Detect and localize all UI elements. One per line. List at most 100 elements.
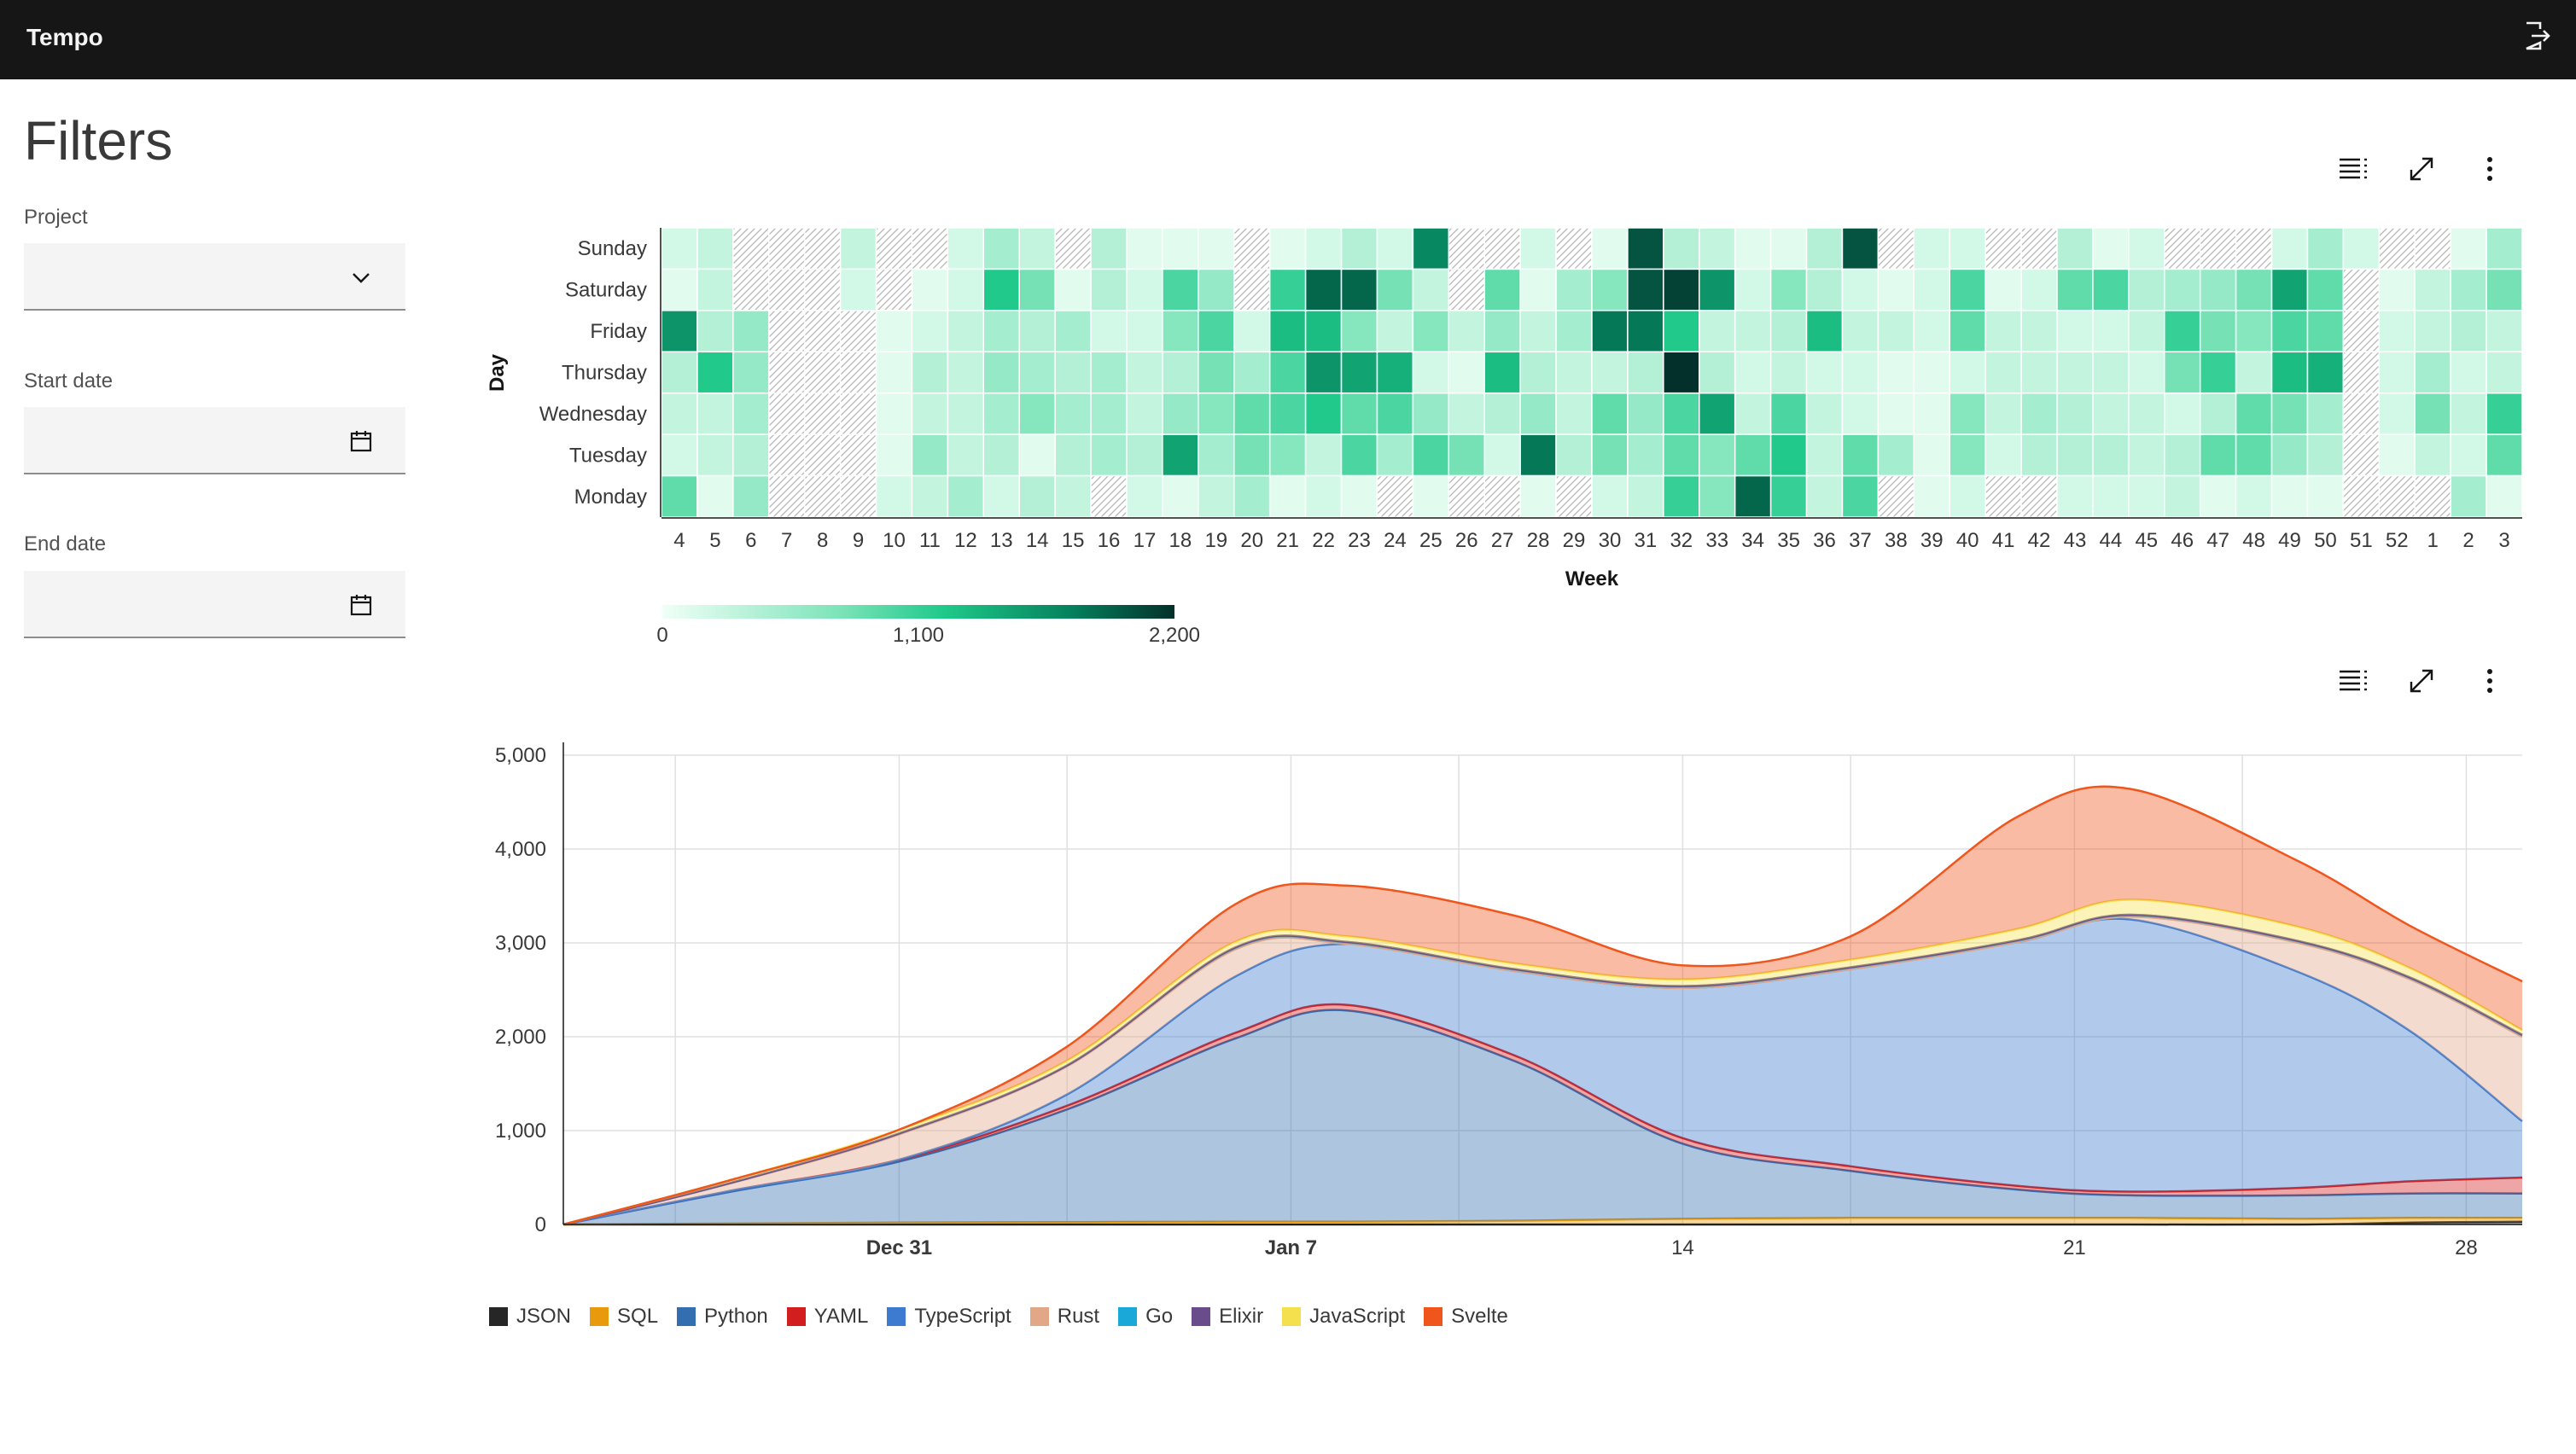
- legend-item[interactable]: Go: [1118, 1305, 1173, 1329]
- header-bar: Tempo: [0, 0, 2576, 79]
- heatmap-x-tick: 28: [1527, 529, 1550, 552]
- heatmap-cell: [1699, 351, 1736, 394]
- legend-swatch: [590, 1307, 609, 1326]
- heatmap-cell: [1663, 268, 1700, 311]
- heatmap-cell: [1448, 351, 1485, 394]
- heatmap-cell: [1376, 310, 1414, 353]
- heatmap-cell: [1018, 433, 1056, 477]
- legend-item[interactable]: Rust: [1029, 1305, 1099, 1329]
- heatmap-x-tick: 42: [2028, 529, 2051, 552]
- heatmap-cell: [2450, 474, 2487, 518]
- heatmap-cell: [1555, 351, 1593, 394]
- legend-item[interactable]: Svelte: [1424, 1305, 1508, 1329]
- legend-item[interactable]: YAML: [786, 1305, 869, 1329]
- heatmap-x-tick: 40: [1956, 529, 1979, 552]
- overflow-menu-icon[interactable]: [2473, 664, 2507, 698]
- end-date-input[interactable]: [24, 571, 405, 638]
- heatmap-x-tick: 52: [2386, 529, 2409, 552]
- heatmap-cell: [1769, 474, 1808, 518]
- heatmap-cell: [1591, 227, 1629, 270]
- heatmap-cell: [2128, 433, 2165, 477]
- logout-icon[interactable]: [2520, 19, 2554, 53]
- heatmap-cell: [1376, 268, 1414, 311]
- heatmap-cell: [1233, 227, 1271, 270]
- heatmap-cell: [1483, 310, 1521, 353]
- maximize-icon[interactable]: [2404, 664, 2439, 698]
- area-sql: [563, 1218, 2522, 1225]
- legend-item[interactable]: JSON: [489, 1305, 571, 1329]
- heatmap-cell: [1805, 351, 1844, 394]
- heatmap-cell: [803, 392, 842, 435]
- heatmap-cell: [947, 351, 985, 394]
- heatmap-x-tick: 26: [1455, 529, 1478, 552]
- table-icon[interactable]: [2336, 664, 2370, 698]
- legend-swatch: [1424, 1307, 1443, 1326]
- legend-item[interactable]: JavaScript: [1282, 1305, 1405, 1329]
- heatmap-x-tick: 6: [745, 529, 756, 552]
- line-sql: [562, 1216, 2523, 1226]
- legend-item[interactable]: Python: [677, 1305, 768, 1329]
- heatmap-cell: [1805, 310, 1844, 353]
- table-icon[interactable]: [2336, 152, 2370, 186]
- heatmap-y-tick: Thursday: [562, 362, 647, 385]
- heatmap-cell: [2270, 310, 2309, 353]
- heatmap-cell: [839, 433, 877, 477]
- start-date-input[interactable]: [24, 407, 405, 474]
- heatmap-cell: [768, 392, 806, 435]
- heatmap-x-tick: 47: [2206, 529, 2229, 552]
- calendar-icon[interactable]: [349, 429, 373, 453]
- line-svelte: [562, 785, 2523, 1226]
- heatmap-cell: [1090, 351, 1128, 394]
- heatmap-cell: [1984, 392, 2022, 435]
- legend-item[interactable]: TypeScript: [887, 1305, 1011, 1329]
- heatmap-x-tick: 1: [2427, 529, 2439, 552]
- legend-label: YAML: [813, 1305, 869, 1328]
- heatmap-cell: [1519, 268, 1557, 311]
- heatmap-cell: [2128, 474, 2165, 518]
- heatmap-cell: [1483, 433, 1521, 477]
- heatmap-x-tick: 22: [1312, 529, 1335, 552]
- end-date-label: End date: [24, 532, 107, 555]
- heatmap-cell: [696, 227, 734, 270]
- heatmap-cell: [1699, 268, 1736, 311]
- heatmap-cell: [1591, 351, 1629, 394]
- heatmap-cell: [2199, 268, 2237, 311]
- heatmap-cell: [2128, 392, 2165, 435]
- overflow-menu-icon[interactable]: [2473, 152, 2507, 186]
- heatmap-cell: [1412, 433, 1450, 477]
- heatmap-y-tick: Saturday: [565, 279, 647, 302]
- maximize-icon[interactable]: [2404, 152, 2439, 186]
- heatmap-cell: [1483, 351, 1521, 394]
- heatmap-cell: [2020, 392, 2058, 435]
- project-select[interactable]: [24, 243, 405, 311]
- heatmap-x-tick: 2: [2462, 529, 2474, 552]
- heatmap-scale-tick: 2,200: [1149, 624, 1200, 647]
- heatmap-cell: [875, 310, 913, 353]
- heatmap-cell: [2199, 310, 2237, 353]
- heatmap-scale-tick: 0: [656, 624, 667, 647]
- heatmap-cell: [1304, 268, 1343, 311]
- heatmap-x-tick: 39: [1920, 529, 1944, 552]
- heatmap-cell: [875, 433, 913, 477]
- heatmap-cell: [1448, 392, 1485, 435]
- heatmap-cell: [2128, 351, 2165, 394]
- heatmap-cell: [1126, 268, 1163, 311]
- app-title[interactable]: Tempo: [26, 24, 103, 50]
- heatmap-x-tick: 45: [2135, 529, 2158, 552]
- heatmap-cell: [696, 310, 734, 353]
- heatmap-cell: [1519, 351, 1557, 394]
- legend-item[interactable]: SQL: [590, 1305, 658, 1329]
- legend-swatch: [677, 1307, 696, 1326]
- heatmap-cell: [2235, 433, 2273, 477]
- heatmap-x-tick: 41: [1992, 529, 2015, 552]
- heatmap-cell: [947, 433, 985, 477]
- heatmap-cell: [1054, 392, 1092, 435]
- heatmap-cell: [2306, 268, 2345, 311]
- heatmap-cell: [1376, 433, 1414, 477]
- heatmap-cell: [2056, 351, 2094, 394]
- calendar-icon[interactable]: [349, 593, 373, 617]
- heatmap-cell: [1841, 433, 1880, 477]
- heatmap-cell: [1412, 227, 1450, 270]
- legend-item[interactable]: Elixir: [1192, 1305, 1263, 1329]
- heatmap-cell: [1483, 392, 1521, 435]
